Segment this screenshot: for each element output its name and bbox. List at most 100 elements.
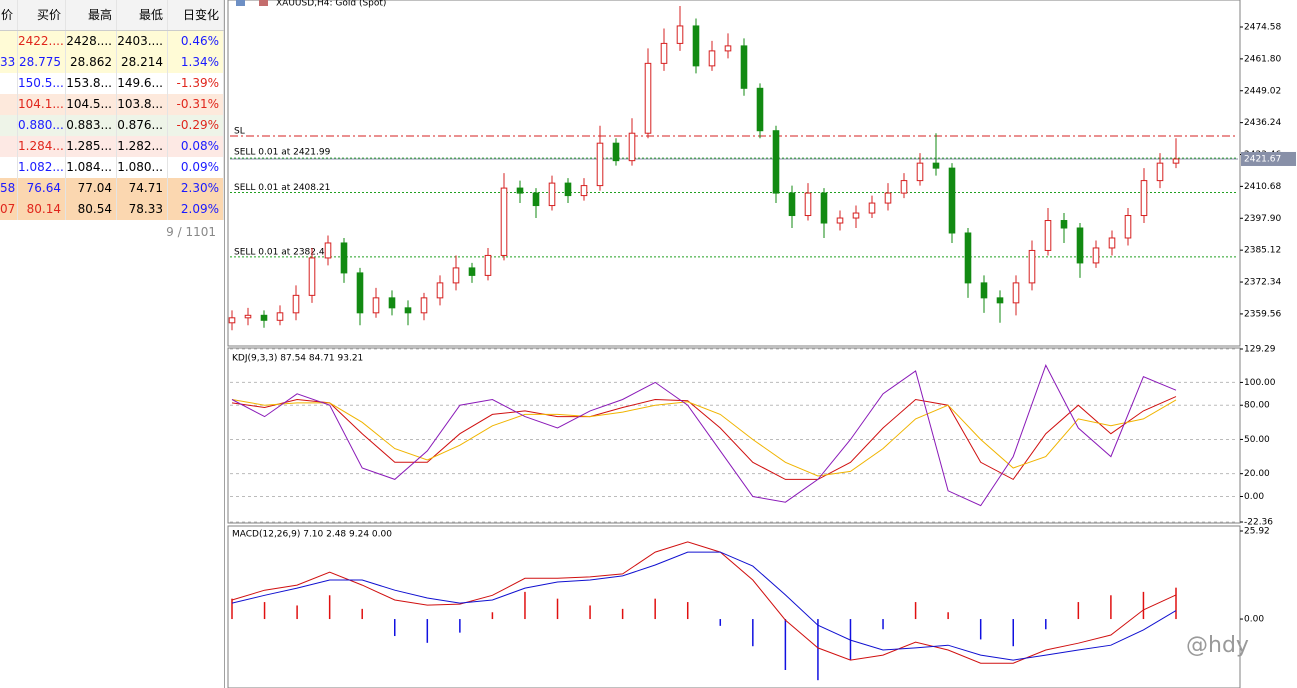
candle-body	[948, 167, 956, 234]
cell: 104.1...	[18, 94, 66, 115]
candle-body	[484, 254, 492, 276]
cell: 150.5...	[18, 73, 66, 94]
cell	[0, 136, 18, 157]
cell: 28.775	[18, 52, 66, 73]
cell: 07	[0, 199, 18, 220]
chart-window: 2474.582461.802449.022436.242423.462410.…	[227, 0, 1296, 688]
indicator-line	[231, 364, 1177, 507]
candle-body	[516, 187, 524, 194]
cell: -1.39%	[168, 73, 224, 94]
cell: 2.09%	[168, 199, 224, 220]
icon	[236, 0, 245, 6]
candle-body	[292, 294, 300, 314]
candle-body	[1060, 220, 1068, 229]
candle-body	[804, 192, 812, 217]
macd-panel	[227, 525, 1241, 688]
icon	[259, 0, 268, 6]
candle-body	[500, 187, 508, 256]
symbol-row: 0.880... 0.883... 0.876... -0.29%	[0, 115, 224, 136]
y-tick-label: 2436.24	[1244, 118, 1281, 128]
cell	[0, 94, 18, 115]
cell: 1.284...	[18, 136, 66, 157]
cell: 2422....	[18, 31, 66, 52]
candle-body	[308, 257, 316, 296]
candle-body	[276, 312, 284, 321]
cell: 77.04	[66, 178, 117, 199]
order-label: SL	[234, 126, 245, 136]
candle-body	[404, 307, 412, 314]
cell: 104.5...	[66, 94, 117, 115]
last-price: 2421.67	[1244, 154, 1281, 164]
cell: 1.082...	[18, 157, 66, 178]
cell: -0.31%	[168, 94, 224, 115]
candle-body	[1156, 162, 1164, 182]
candle-body	[692, 25, 700, 67]
cell: 0.09%	[168, 157, 224, 178]
candle-body	[356, 272, 364, 314]
candle-body	[564, 182, 572, 197]
cell: 33	[0, 52, 18, 73]
candle-body	[388, 297, 396, 309]
cell: 1.080...	[117, 157, 168, 178]
cell: 1.282...	[117, 136, 168, 157]
candle-body	[228, 317, 236, 324]
indicator-line	[231, 399, 1177, 477]
symbol-row: 150.5... 153.8... 149.6... -1.39%	[0, 73, 224, 94]
candle-body	[1172, 158, 1180, 164]
cell: 1.285...	[66, 136, 117, 157]
candle-body	[628, 132, 636, 162]
y-tick-label: 100.00	[1244, 378, 1276, 388]
candle-body	[644, 62, 652, 134]
candle-body	[260, 314, 268, 321]
kdj-panel	[227, 347, 1241, 524]
order-label: SELL 0.01 at 2421.99	[234, 148, 331, 158]
candle-body	[532, 192, 540, 207]
symbol-row: 58 76.64 77.04 74.71 2.30%	[0, 178, 224, 199]
candle-body	[436, 282, 444, 299]
candle-body	[964, 232, 972, 284]
candle-body	[756, 87, 764, 132]
candle-body	[1140, 180, 1148, 217]
chart-title: XAUUSD,H4: Gold (Spot)	[276, 0, 386, 9]
symbol-row: 07 80.14 80.54 78.33 2.09%	[0, 199, 224, 220]
candle-body	[788, 192, 796, 217]
price-box	[1241, 151, 1296, 166]
candle-body	[884, 192, 892, 204]
cell: 2.30%	[168, 178, 224, 199]
candle-body	[676, 25, 684, 44]
cell: 0.876...	[117, 115, 168, 136]
order-label: SELL 0.01 at 2408.21	[234, 183, 330, 193]
y-tick-label: 20.00	[1244, 469, 1270, 479]
candle-body	[996, 297, 1004, 304]
macd-line	[231, 551, 1177, 661]
y-tick-label: 0.00	[1244, 492, 1264, 502]
y-tick-label: -22.36	[1244, 518, 1273, 528]
cell	[0, 31, 18, 52]
y-tick-label: 2397.90	[1244, 214, 1281, 224]
cell: 0.08%	[168, 136, 224, 157]
cell	[0, 157, 18, 178]
symbol-row: 1.082... 1.084... 1.080... 0.09%	[0, 157, 224, 178]
cell: 28.214	[117, 52, 168, 73]
footer: 9 / 1101	[166, 225, 216, 239]
price-panel	[227, 0, 1241, 347]
order-label: SELL 0.01 at 2382.41	[234, 247, 330, 257]
candle-body	[1044, 220, 1052, 251]
cell: 103.8...	[117, 94, 168, 115]
y-tick-label: 2461.80	[1244, 54, 1281, 64]
y-tick-label: 0.00	[1244, 615, 1264, 625]
header-row: 价买价 最高 最低 日变化	[0, 0, 224, 31]
cell: 76.64	[18, 178, 66, 199]
candle-body	[932, 162, 940, 169]
cell: 0.883...	[66, 115, 117, 136]
y-tick-label: 25.92	[1244, 527, 1270, 537]
y-tick-label: 2449.02	[1244, 86, 1281, 96]
cell: 74.71	[117, 178, 168, 199]
symbol-row: 2422.... 2428.... 2403.... 0.46%	[0, 31, 224, 52]
y-tick-label: 50.00	[1244, 435, 1270, 445]
candle-body	[1028, 249, 1036, 284]
cell: 153.8...	[66, 73, 117, 94]
candle-body	[916, 162, 924, 182]
candle-body	[820, 192, 828, 224]
